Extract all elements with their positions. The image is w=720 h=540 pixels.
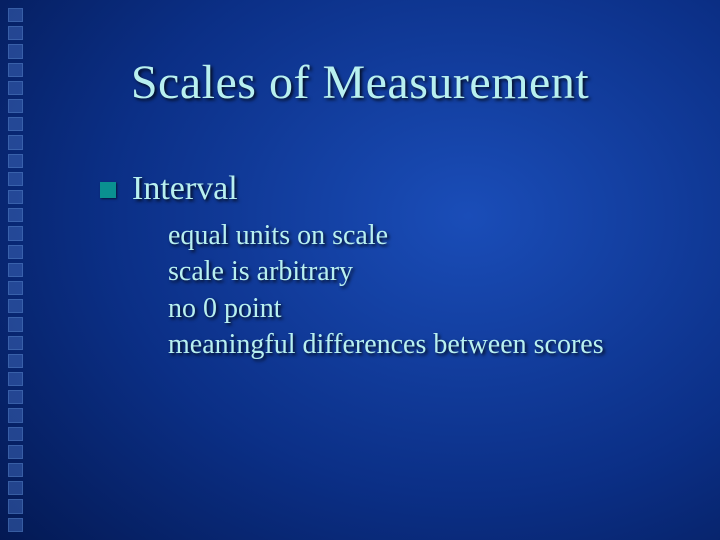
rail-square-icon (8, 263, 23, 277)
sub-item: scale is arbitrary (168, 254, 680, 290)
rail-square-icon (8, 463, 23, 477)
sub-item: meaningful differences between scores (168, 327, 680, 363)
rail-square-icon (8, 499, 23, 513)
rail-square-icon (8, 8, 23, 22)
square-bullet-icon (100, 182, 116, 198)
rail-square-icon (8, 190, 23, 204)
rail-square-icon (8, 208, 23, 222)
rail-square-icon (8, 135, 23, 149)
rail-square-icon (8, 154, 23, 168)
rail-square-icon (8, 172, 23, 186)
slide-title: Scales of Measurement (0, 55, 720, 110)
rail-square-icon (8, 354, 23, 368)
rail-square-icon (8, 408, 23, 422)
sub-item: no 0 point (168, 291, 680, 327)
rail-square-icon (8, 245, 23, 259)
list-item: Interval (100, 170, 680, 208)
rail-square-icon (8, 117, 23, 131)
slide: Scales of Measurement Interval equal uni… (0, 0, 720, 540)
rail-square-icon (8, 481, 23, 495)
rail-square-icon (8, 26, 23, 40)
rail-square-icon (8, 518, 23, 532)
rail-square-icon (8, 390, 23, 404)
rail-square-icon (8, 317, 23, 331)
rail-square-icon (8, 445, 23, 459)
list-item-label: Interval (132, 170, 238, 208)
sub-list: equal units on scale scale is arbitrary … (168, 218, 680, 364)
rail-square-icon (8, 336, 23, 350)
slide-body: Interval equal units on scale scale is a… (100, 170, 680, 364)
sub-item: equal units on scale (168, 218, 680, 254)
rail-square-icon (8, 427, 23, 441)
rail-square-icon (8, 299, 23, 313)
rail-square-icon (8, 372, 23, 386)
rail-square-icon (8, 226, 23, 240)
rail-square-icon (8, 281, 23, 295)
